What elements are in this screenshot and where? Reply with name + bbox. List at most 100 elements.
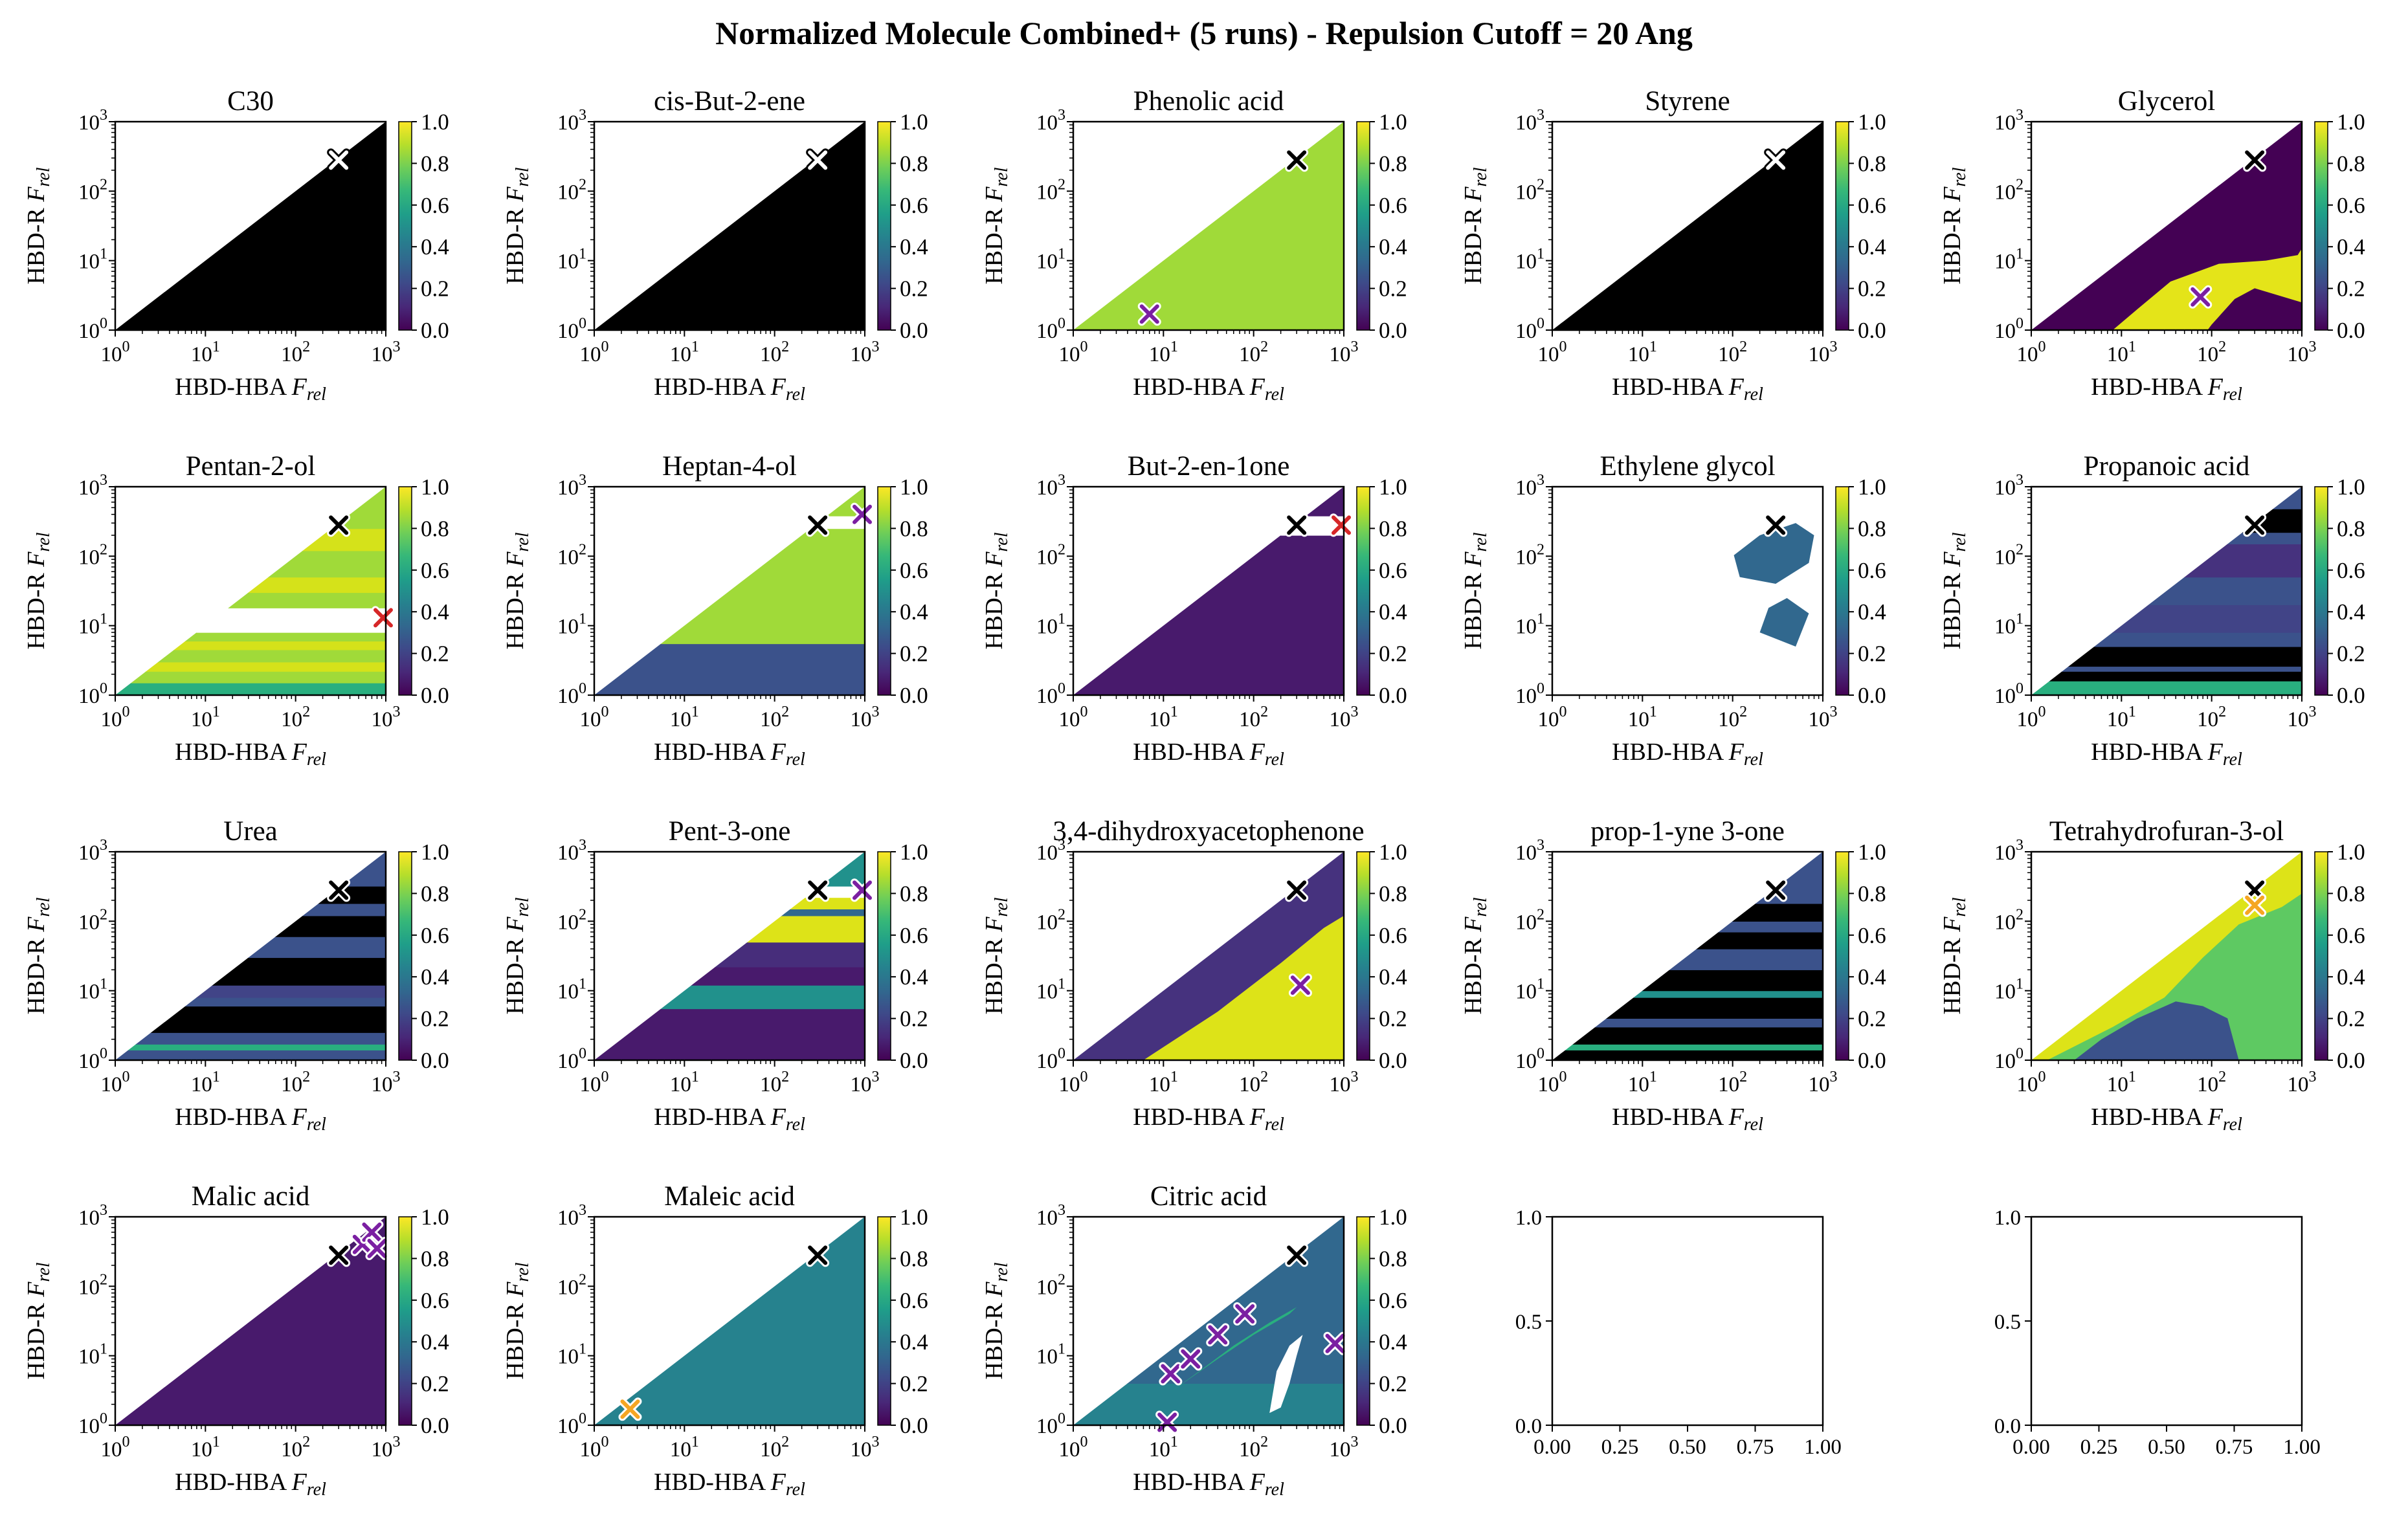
x-tick-label: 100 (101, 339, 130, 366)
x-tick-label: 100 (101, 1434, 130, 1461)
colorbar-tick-label: 0.6 (1379, 193, 1407, 218)
x-tick-label: 103 (372, 339, 401, 366)
x-tick-label: 103 (851, 1069, 880, 1096)
y-tick-label: 100 (1036, 1410, 1065, 1438)
x-marker (806, 1243, 830, 1267)
y-tick-label: 100 (78, 1410, 107, 1438)
x-tick-label: 0.50 (2148, 1436, 2185, 1459)
colorbar-tick-label: 0.2 (900, 1006, 928, 1032)
x-tick-label: 100 (1538, 1069, 1567, 1096)
colorbar-tick-label: 0.8 (1858, 516, 1886, 541)
colorbar-tick-label: 0.6 (900, 193, 928, 218)
heatmap-band (2031, 671, 2302, 682)
heatmap-region (2047, 893, 2302, 1060)
heatmap-band (594, 528, 865, 645)
x-tick-label: 102 (1239, 1069, 1268, 1096)
x-tick-label: 100 (1538, 704, 1567, 731)
x-tick-label: 0.25 (1601, 1436, 1639, 1459)
y-tick-label: 103 (1515, 837, 1544, 865)
heatmap-band (115, 985, 386, 998)
colorbar (398, 486, 412, 696)
heatmap-band (1552, 1050, 1823, 1060)
plot-frame (1072, 485, 1345, 696)
colorbar-tick-label: 1.0 (1858, 839, 1886, 865)
x-tick-label: 102 (1718, 1069, 1747, 1096)
heatmap-band (115, 608, 386, 621)
colorbar-tick-label: 0.2 (1379, 1006, 1407, 1032)
colorbar-tick-label: 0.4 (421, 234, 449, 260)
colorbar-tick-label: 1.0 (900, 109, 928, 135)
x-marker (1155, 1410, 1179, 1434)
x-marker (2243, 893, 2267, 917)
colorbar-tick-label: 0.0 (1379, 1048, 1407, 1073)
y-tick-label: 101 (78, 246, 107, 274)
x-marker (327, 1243, 351, 1267)
colorbar-tick-label: 0.0 (900, 318, 928, 343)
colorbar-tick-label: 0.0 (1858, 1048, 1886, 1073)
x-tick-label: 103 (851, 1434, 880, 1461)
plot-frame (593, 120, 866, 331)
y-tick-label: 101 (78, 611, 107, 639)
x-marker (1137, 302, 1161, 326)
x-tick-label: 100 (580, 339, 609, 366)
x-tick-label: 0.25 (2080, 1436, 2118, 1459)
subplot-title: Tetrahydrofuran-3-ol (2049, 816, 2284, 847)
colorbar-tick-label: 1.0 (421, 839, 449, 865)
x-tick-label: 100 (101, 704, 130, 731)
y-axis-label: HBD-R Frel (1939, 897, 1970, 1014)
heatmap-band (115, 661, 386, 672)
colorbar-tick-label: 0.8 (1858, 881, 1886, 906)
plot-frame (114, 850, 387, 1061)
x-tick-label: 102 (1239, 704, 1268, 731)
plot-frame (1551, 485, 1824, 696)
x-axis-label: HBD-HBA Frel (175, 738, 326, 770)
x-marker (1764, 513, 1788, 537)
colorbar-tick-label: 0.6 (2337, 193, 2365, 218)
colorbar-tick-label: 0.8 (2337, 881, 2365, 906)
plot-frame (1072, 850, 1345, 1061)
colorbar (877, 851, 891, 1061)
colorbar-tick-label: 0.0 (2337, 683, 2365, 708)
colorbar-tick-label: 0.6 (1858, 558, 1886, 583)
x-tick-label: 102 (281, 339, 310, 366)
y-tick-label: 102 (1994, 541, 2023, 569)
heatmap-region (1732, 523, 1814, 584)
x-axis-label: HBD-HBA Frel (654, 1469, 805, 1500)
x-tick-label: 103 (372, 704, 401, 731)
x-tick-label: 103 (1809, 339, 1838, 366)
x-marker (1764, 878, 1788, 902)
colorbar-tick-label: 0.0 (421, 318, 449, 343)
colorbar-tick-label: 0.4 (1379, 599, 1407, 625)
y-tick-label: 103 (1994, 107, 2023, 135)
x-tick-label: 103 (2288, 1069, 2317, 1096)
heatmap-band (2031, 646, 2302, 660)
colorbar-tick-label: 0.8 (900, 151, 928, 176)
x-tick-label: 1.00 (2283, 1436, 2321, 1459)
y-tick-label: 101 (1515, 976, 1544, 1004)
y-tick-label: 103 (557, 472, 586, 500)
colorbar-tick-label: 1.0 (1379, 474, 1407, 500)
colorbar-tick-label: 0.0 (421, 683, 449, 708)
heatmap-band (1552, 990, 1823, 998)
y-tick-label: 100 (557, 680, 586, 708)
subplot-title: Ethylene glycol (1600, 451, 1775, 482)
subplot-20: 0.00 0.25 0.50 0.75 1.00 0.0 0.5 1.0 (1994, 1206, 2321, 1459)
colorbar-tick-label: 0.8 (900, 1246, 928, 1271)
x-tick-label: 100 (101, 1069, 130, 1096)
subplot-title: Phenolic acid (1133, 86, 1284, 117)
heatmap-band (1552, 903, 1823, 922)
x-axis-label: HBD-HBA Frel (654, 373, 805, 405)
colorbar-tick-label: 0.0 (900, 683, 928, 708)
x-axis-label: HBD-HBA Frel (654, 738, 805, 770)
colorbar (1835, 486, 1849, 696)
y-axis-label: HBD-R Frel (23, 532, 54, 649)
plot-frame (114, 120, 387, 331)
y-tick-label: 102 (557, 1271, 586, 1299)
